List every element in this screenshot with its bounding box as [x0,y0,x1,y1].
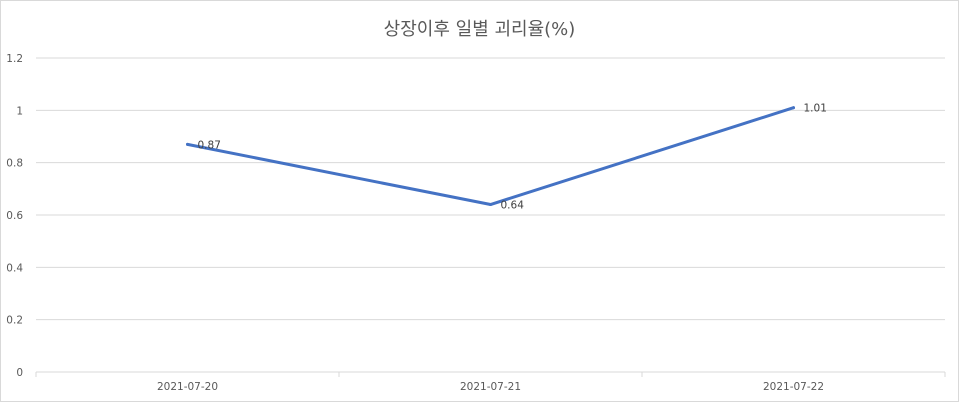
y-tick-label: 1.2 [6,53,23,65]
data-point [489,203,492,207]
data-point [792,106,795,110]
x-axis-tick-labels: 2021-07-20 2021-07-21 2021-07-22 [157,381,824,393]
chart-title: 상장이후 일별 괴리율(%) [383,19,576,40]
data-point [186,142,189,146]
x-tick-label: 2021-07-21 [460,381,521,393]
data-labels: 0.87 0.64 1.01 [198,103,827,212]
y-tick-label: 0 [16,367,23,379]
y-tick-label: 1 [16,105,23,117]
y-tick-label: 0.2 [6,315,23,327]
series-line [186,106,795,207]
y-tick-label: 0.8 [6,158,23,170]
x-tick-label: 2021-07-20 [157,381,218,393]
y-axis-tick-labels: 0 0.2 0.4 0.6 0.8 1 1.2 [6,53,23,379]
y-tick-label: 0.4 [6,262,23,274]
data-label: 1.01 [804,103,827,115]
y-tick-label: 0.6 [6,210,23,222]
gridlines [36,57,945,321]
x-tick-label: 2021-07-22 [763,381,824,393]
series-layer [186,106,795,207]
data-label: 0.64 [501,200,525,212]
x-axis [35,371,946,377]
data-label: 0.87 [198,139,221,151]
